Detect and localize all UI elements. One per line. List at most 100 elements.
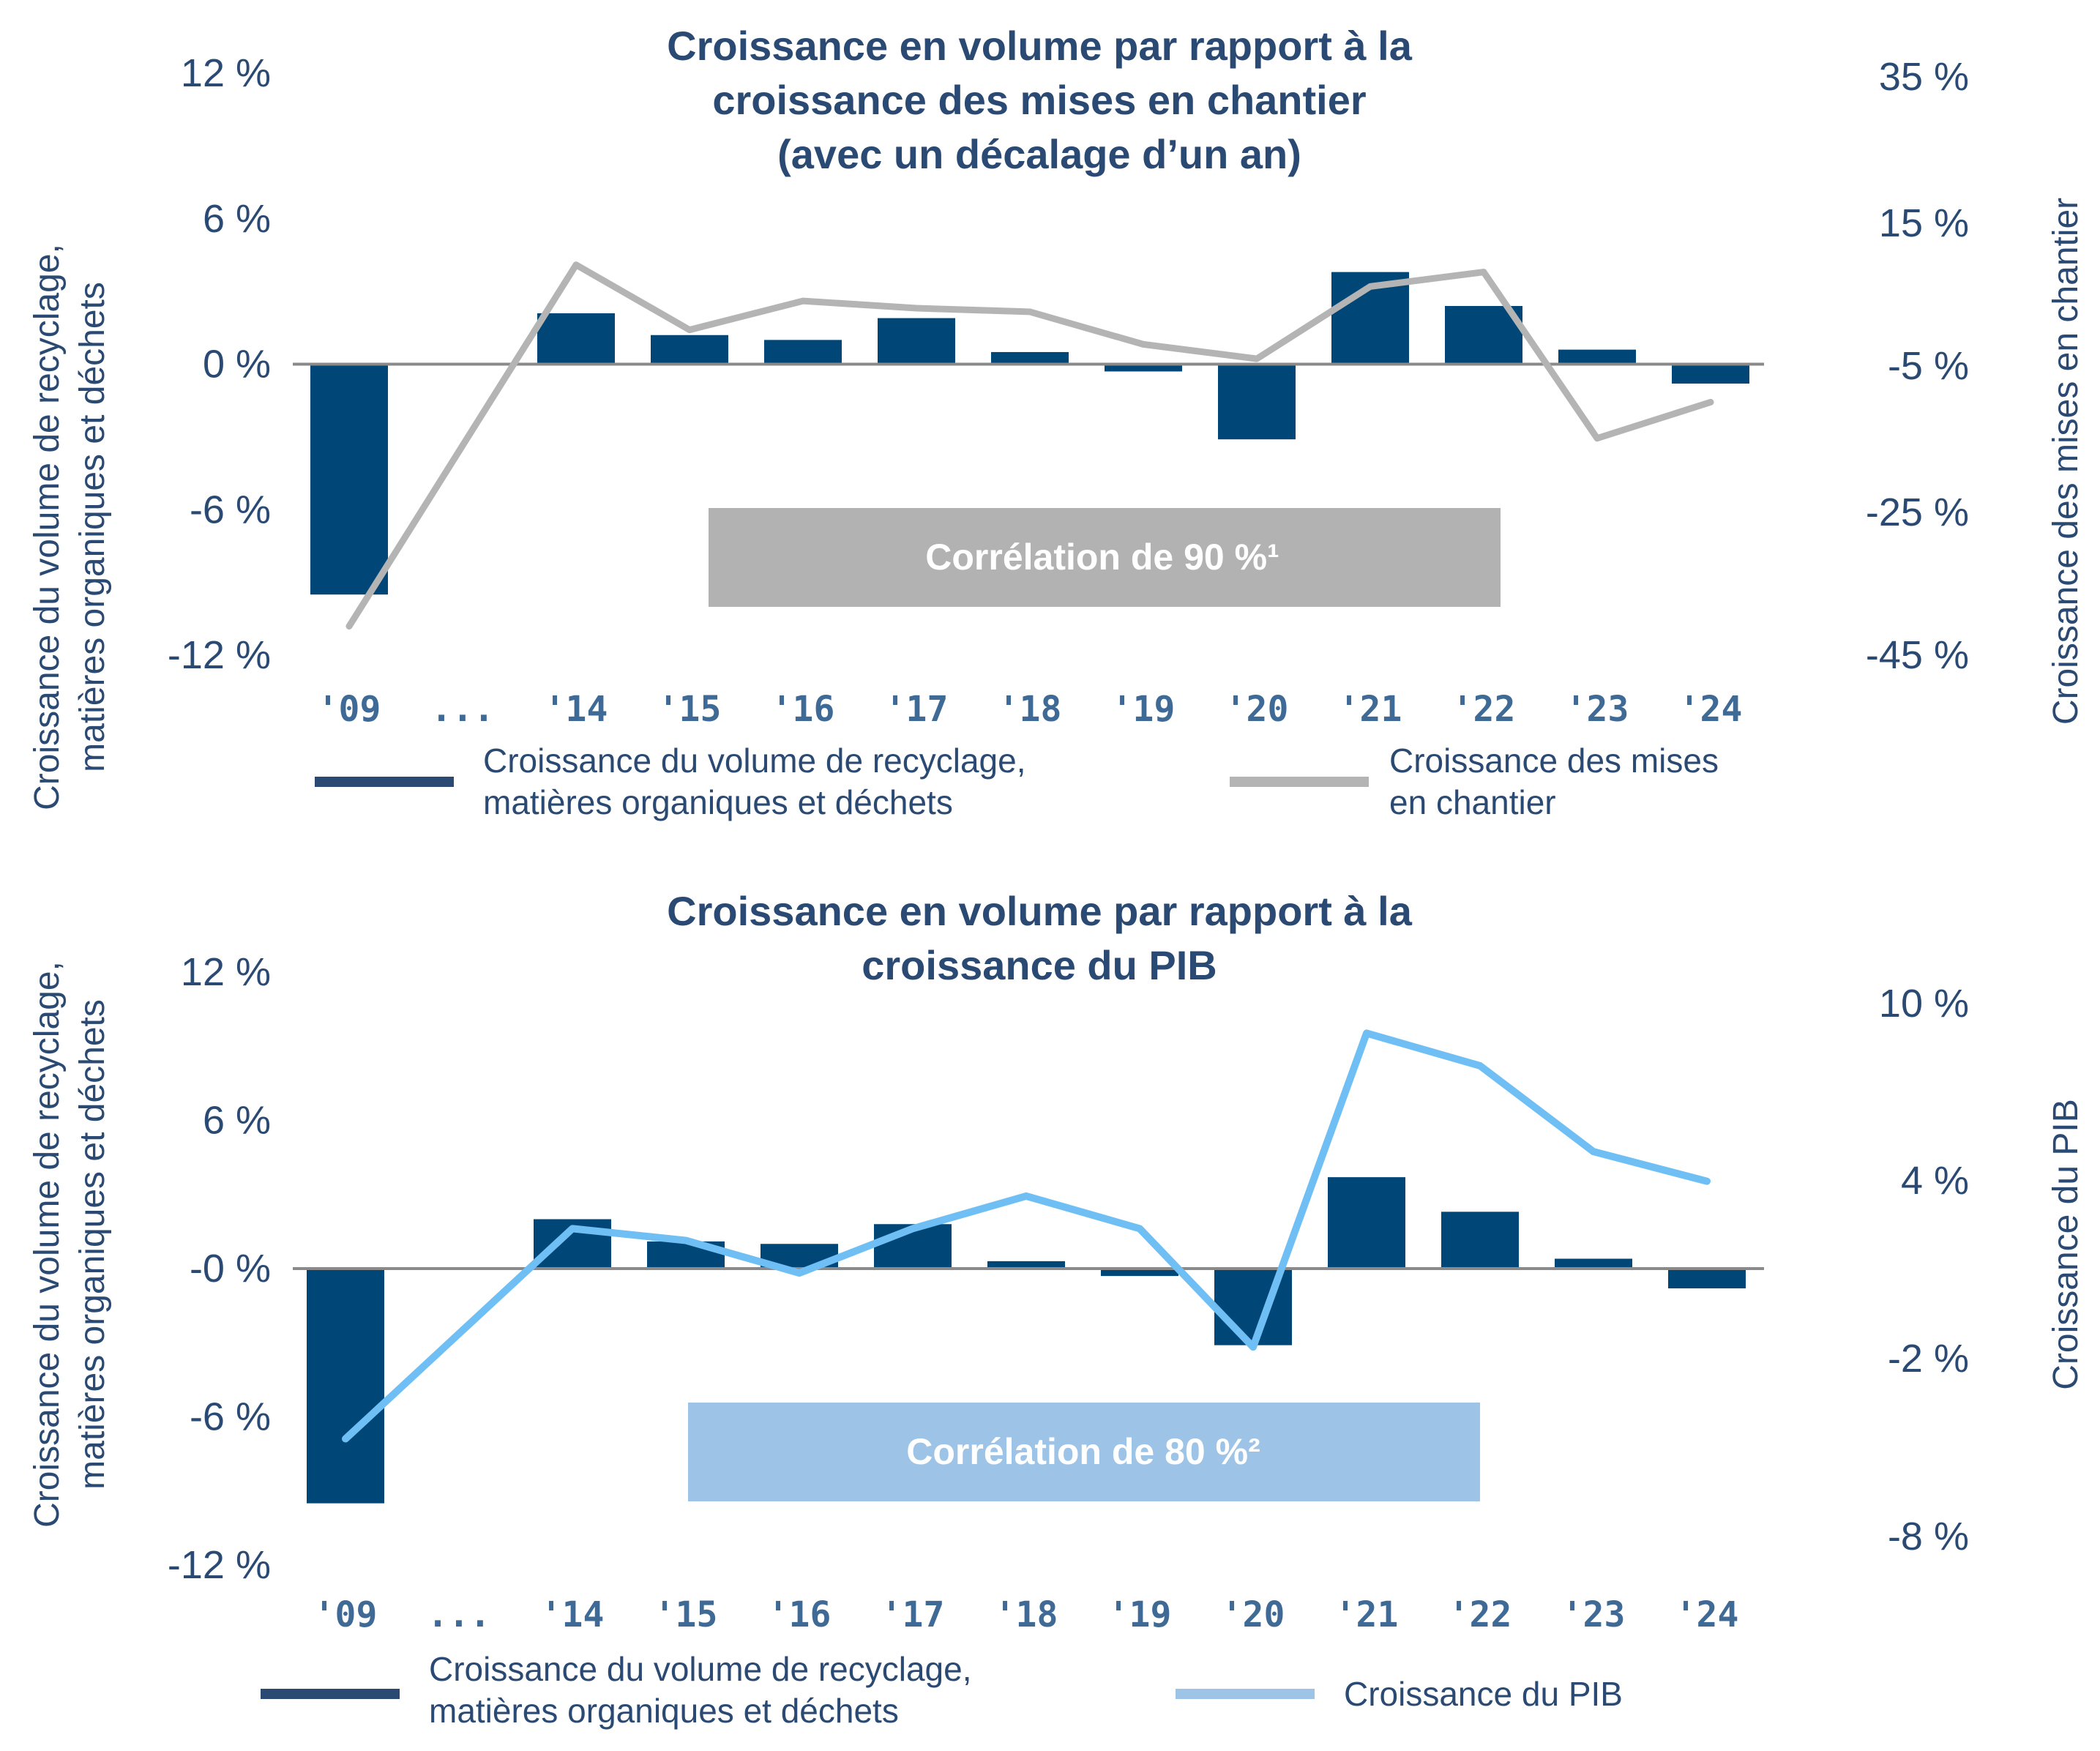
chart-2-correlation-label: Corrélation de 80 %² bbox=[906, 1431, 1260, 1472]
chart-1-right-ticks: 35 % 15 % -5 % -25 % -45 % bbox=[1866, 55, 1969, 677]
chart-2-category-label: '24 bbox=[1675, 1594, 1739, 1635]
chart-1-bar-6 bbox=[991, 351, 1069, 365]
chart-2-left-tick: -12 % bbox=[168, 1543, 271, 1587]
chart-2-left-axis-label-line-2: matières organiques et déchets bbox=[73, 999, 112, 1490]
chart-2-right-axis-label: Croissance du PIB bbox=[2047, 1099, 2085, 1390]
chart-2-bar-11 bbox=[1555, 1258, 1632, 1269]
chart-1-legend: Croissance du volume de recyclage, matiè… bbox=[315, 742, 1719, 821]
chart-1-category-label: '21 bbox=[1339, 689, 1402, 730]
chart-1-legend-line-line-2: en chantier bbox=[1389, 783, 1556, 821]
chart-2-correlation-box bbox=[688, 1403, 1480, 1501]
chart-1-category-label: '15 bbox=[658, 689, 722, 730]
chart-1-left-tick: -6 % bbox=[190, 488, 271, 531]
chart-2-left-ticks: 12 % 6 % -0 % -6 % -12 % bbox=[168, 950, 271, 1587]
chart-2-left-tick: 6 % bbox=[203, 1099, 271, 1143]
chart-2-line bbox=[342, 1029, 1711, 1443]
chart-2-bar-0 bbox=[307, 1269, 384, 1504]
chart-2-left-axis-label: Croissance du volume de recyclage, matiè… bbox=[28, 961, 112, 1528]
chart-1-bar-3 bbox=[651, 335, 728, 365]
chart-1-bar-4 bbox=[764, 340, 842, 365]
chart-1-category-label: '23 bbox=[1566, 689, 1629, 730]
chart-2-category-label: '09 bbox=[314, 1594, 378, 1635]
chart-1-category-label: '20 bbox=[1225, 689, 1289, 730]
chart-2-right-tick: -2 % bbox=[1888, 1337, 1969, 1381]
chart-1-category-label: '14 bbox=[545, 689, 608, 730]
chart-2-left-axis-label-line-1: Croissance du volume de recyclage, bbox=[28, 961, 67, 1528]
chart-2-legend-bar-line-2: matières organiques et déchets bbox=[429, 1692, 899, 1730]
chart-2-left-tick: -6 % bbox=[190, 1395, 271, 1439]
chart-2-right-axis-label-text: Croissance du PIB bbox=[2047, 1099, 2085, 1390]
chart-2-bar-6 bbox=[987, 1261, 1065, 1269]
chart-1-bar-5 bbox=[878, 318, 955, 365]
chart-1-category-label: '22 bbox=[1452, 689, 1516, 730]
chart-2-bar-10 bbox=[1441, 1211, 1519, 1269]
chart-1-left-ticks: 12 % 6 % 0 % -6 % -12 % bbox=[168, 51, 271, 677]
chart-1-correlation-label: Corrélation de 90 %¹ bbox=[925, 537, 1279, 578]
chart-1-left-tick: -12 % bbox=[168, 633, 271, 677]
chart-2-category-label: '20 bbox=[1222, 1594, 1285, 1635]
chart-2-left-tick: 12 % bbox=[181, 950, 271, 994]
chart-1-bar-12 bbox=[1672, 364, 1749, 384]
chart-2-bar-7 bbox=[1101, 1269, 1178, 1277]
chart-1-left-axis-label: Croissance du volume de recyclage, matiè… bbox=[28, 244, 112, 810]
chart-1-right-tick: -45 % bbox=[1866, 633, 1969, 677]
chart-1-left-tick: 0 % bbox=[203, 343, 271, 387]
chart-2-bar-9 bbox=[1328, 1177, 1405, 1269]
chart-1-left-axis-label-line-2: matières organiques et déchets bbox=[73, 282, 112, 772]
chart-1-category-label: '17 bbox=[885, 689, 949, 730]
chart-1-bar-11 bbox=[1558, 349, 1636, 365]
chart-2: Croissance en volume par rapport à la cr… bbox=[28, 888, 2085, 1730]
chart-2-category-label: '21 bbox=[1335, 1594, 1399, 1635]
chart-1-category-label: '18 bbox=[998, 689, 1062, 730]
chart-2-category-label: '14 bbox=[541, 1594, 605, 1635]
chart-2-category-label: '19 bbox=[1108, 1594, 1172, 1635]
chart-2-right-tick: 10 % bbox=[1879, 982, 1969, 1026]
chart-1-bar-2 bbox=[537, 313, 615, 365]
chart-1-bar-7 bbox=[1105, 364, 1182, 372]
chart-1-right-tick: -25 % bbox=[1866, 490, 1969, 534]
chart-1-title-line-2: croissance des mises en chantier bbox=[712, 77, 1366, 123]
chart-1-left-axis-label-line-1: Croissance du volume de recyclage, bbox=[28, 244, 67, 810]
chart-2-right-tick: 4 % bbox=[1901, 1159, 1969, 1203]
chart-1-right-axis-label: Croissance des mises en chantier bbox=[2047, 198, 2085, 725]
chart-2-right-ticks: 10 % 4 % -2 % -8 % bbox=[1879, 982, 1969, 1558]
chart-2-legend-line-line-1: Croissance du PIB bbox=[1344, 1675, 1623, 1713]
chart-1-bar-8 bbox=[1218, 364, 1296, 440]
chart-1-title-line-1: Croissance en volume par rapport à la bbox=[667, 23, 1413, 69]
chart-1-category-label: '24 bbox=[1679, 689, 1743, 730]
chart-2-title-line-2: croissance du PIB bbox=[862, 942, 1217, 988]
chart-1-bar-series bbox=[310, 272, 1749, 595]
chart-2-title-line-1: Croissance en volume par rapport à la bbox=[667, 888, 1413, 934]
chart-2-category-label: '22 bbox=[1449, 1594, 1512, 1635]
chart-2-category-label: '16 bbox=[768, 1594, 832, 1635]
chart-2-category-label: '23 bbox=[1562, 1594, 1626, 1635]
chart-1-left-tick: 12 % bbox=[181, 51, 271, 95]
chart-1-line-series bbox=[345, 261, 1714, 630]
chart-2-category-label: '15 bbox=[654, 1594, 718, 1635]
chart-2-left-tick: -0 % bbox=[190, 1247, 271, 1291]
chart-1-right-tick: 15 % bbox=[1879, 201, 1969, 245]
chart-2-category-label: '17 bbox=[881, 1594, 945, 1635]
chart-2-legend: Croissance du volume de recyclage, matiè… bbox=[261, 1650, 1623, 1730]
chart-1-line bbox=[345, 261, 1714, 630]
chart-2-bar-12 bbox=[1668, 1269, 1746, 1288]
chart-2-category-label: ... bbox=[427, 1594, 491, 1635]
chart-1-correlation-box bbox=[709, 508, 1501, 607]
chart-1-bar-0 bbox=[310, 364, 388, 595]
chart-1-left-tick: 6 % bbox=[203, 197, 271, 241]
chart-1-legend-bar-line-2: matières organiques et déchets bbox=[483, 783, 953, 821]
chart-2-right-tick: -8 % bbox=[1888, 1515, 1969, 1558]
chart-1-title-line-3: (avec un décalage d’un an) bbox=[777, 131, 1301, 177]
chart-1: Croissance en volume par rapport à la cr… bbox=[28, 23, 2085, 821]
chart-2-bar-series bbox=[307, 1177, 1746, 1504]
chart-1-category-label: '09 bbox=[318, 689, 381, 730]
chart-1-category-label: '19 bbox=[1112, 689, 1176, 730]
chart-2-line-series bbox=[342, 1029, 1711, 1443]
chart-1-category-label: '16 bbox=[771, 689, 835, 730]
chart-1-right-tick: -5 % bbox=[1888, 344, 1969, 388]
chart-1-legend-bar-line-1: Croissance du volume de recyclage, bbox=[483, 742, 1025, 780]
chart-2-legend-bar-line-1: Croissance du volume de recyclage, bbox=[429, 1650, 971, 1688]
chart-2-category-label: '18 bbox=[995, 1594, 1058, 1635]
chart-1-right-tick: 35 % bbox=[1879, 55, 1969, 99]
